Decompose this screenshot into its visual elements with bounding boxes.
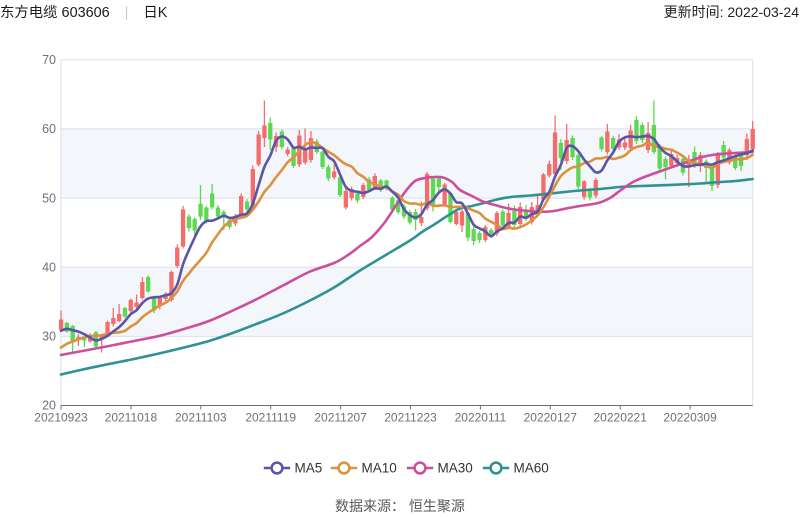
svg-text:70: 70 <box>42 53 56 67</box>
svg-text:20211103: 20211103 <box>175 411 227 425</box>
svg-text:MA5: MA5 <box>295 461 323 476</box>
svg-text:20: 20 <box>42 399 56 413</box>
svg-text:20211207: 20211207 <box>314 411 367 425</box>
svg-text:60: 60 <box>42 122 56 136</box>
svg-text:20220127: 20220127 <box>524 411 578 425</box>
svg-text:20220309: 20220309 <box>663 411 717 425</box>
svg-text:20211018: 20211018 <box>105 411 158 425</box>
svg-text:20220111: 20220111 <box>455 411 507 425</box>
svg-text:MA10: MA10 <box>362 461 397 476</box>
svg-text:50: 50 <box>42 191 56 205</box>
svg-text:20211223: 20211223 <box>384 411 437 425</box>
svg-text:MA30: MA30 <box>438 461 473 476</box>
svg-text:20210923: 20210923 <box>34 411 88 425</box>
svg-text:MA60: MA60 <box>514 461 549 476</box>
svg-text:20211119: 20211119 <box>245 411 296 425</box>
svg-text:20220221: 20220221 <box>594 411 648 425</box>
svg-text:30: 30 <box>42 330 56 344</box>
svg-text:40: 40 <box>42 261 56 275</box>
